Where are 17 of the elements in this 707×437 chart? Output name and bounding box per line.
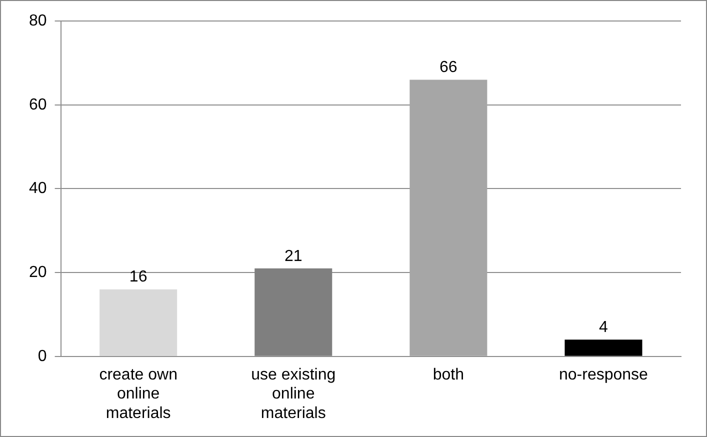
y-tick-label: 60 xyxy=(29,96,47,114)
y-tick-label: 20 xyxy=(29,264,47,281)
bar xyxy=(410,80,488,356)
data-label: 16 xyxy=(129,268,148,286)
x-tick-label: use existing online materials xyxy=(251,366,336,422)
x-tick-label: no-response xyxy=(559,366,648,384)
bar xyxy=(100,289,178,356)
data-label: 66 xyxy=(440,59,458,76)
bar xyxy=(254,268,332,356)
y-tick-label: 40 xyxy=(29,180,47,198)
x-tick-label: both xyxy=(432,366,464,384)
bar xyxy=(564,340,642,356)
data-label: 4 xyxy=(599,319,608,336)
data-label: 21 xyxy=(284,248,302,265)
y-tick-label: 80 xyxy=(29,12,47,30)
x-tick-label: create own online materials xyxy=(99,366,178,422)
y-tick-label: 0 xyxy=(38,348,47,365)
